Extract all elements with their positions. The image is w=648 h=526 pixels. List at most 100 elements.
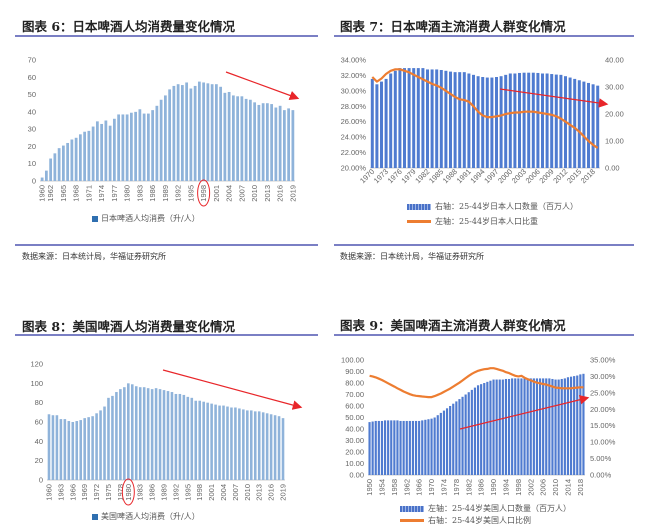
fig6-x-tick-label: 1980 — [123, 185, 132, 202]
fig9-x-tick-label: 2018 — [576, 479, 585, 496]
fig6-bar — [100, 123, 104, 181]
fig7-y2-tick-label: 20.00 — [605, 110, 624, 119]
fig6-bar — [282, 110, 286, 181]
fig7-y-tick-label: 34.00% — [341, 56, 367, 65]
fig8-x-tick-label: 1995 — [183, 484, 192, 501]
fig6-y-tick-label: 60 — [28, 73, 36, 82]
fig8-bar — [87, 417, 90, 480]
fig6-bar — [189, 88, 193, 181]
fig8-bar — [107, 397, 110, 480]
fig9-bar — [380, 420, 384, 475]
fig6-bar — [227, 91, 231, 181]
fig9-bar — [566, 377, 570, 475]
figure-9-legend-bar-label: 左轴：25-44岁美国人口数量（百万人） — [428, 504, 572, 513]
fig8-bar — [281, 418, 285, 480]
fig7-bar — [550, 74, 554, 168]
fig6-bar — [257, 104, 261, 181]
fig7-bar — [531, 72, 535, 168]
fig6-y-tick-label: 40 — [28, 107, 36, 116]
fig6-x-tick-label: 1971 — [84, 185, 93, 202]
figure-9-legend-bar: 左轴：25-44岁美国人口数量（百万人） — [400, 503, 571, 514]
fig8-bar — [206, 402, 209, 480]
fig9-bar — [436, 415, 439, 475]
figure-8-legend-label: 美国啤酒人均消费（升/人） — [101, 512, 200, 521]
fig7-y2-tick-label: 10.00 — [605, 137, 624, 146]
fig9-bar — [538, 378, 542, 475]
fig6-bar — [117, 114, 121, 181]
fig8-bar — [238, 408, 241, 480]
fig7-y-tick-label: 24.00% — [341, 133, 367, 142]
fig6-x-tick-label: 2013 — [263, 185, 272, 202]
legend-bar-swatch-icon — [400, 505, 424, 512]
fig6-y-tick-label: 50 — [28, 90, 36, 99]
fig6-x-tick-label: 1998 — [199, 185, 208, 202]
fig9-bar — [408, 420, 411, 475]
fig9-bar — [495, 379, 498, 475]
fig7-bar — [444, 70, 448, 168]
fig6-bar — [206, 83, 210, 181]
fig9-x-tick-label: 2014 — [563, 479, 572, 496]
fig8-x-tick-label: 2019 — [279, 484, 288, 501]
fig6-x-tick-label: 1962 — [46, 185, 55, 202]
fig6-x-tick-label: 1965 — [59, 185, 68, 202]
fig6-bar — [66, 142, 70, 181]
fig6-bar — [278, 105, 282, 181]
fig8-x-tick-label: 1960 — [44, 484, 53, 501]
fig9-x-tick-label: 2010 — [551, 479, 560, 496]
fig9-x-tick-label: 2006 — [539, 479, 548, 496]
fig7-bar — [458, 72, 462, 168]
figure-7-rule — [334, 35, 634, 37]
fig6-bar — [146, 113, 150, 181]
fig9-bar — [467, 392, 470, 475]
fig6-bar — [95, 121, 99, 181]
fig8-x-tick-label: 2007 — [231, 484, 240, 501]
fig9-bar — [374, 420, 377, 475]
fig9-bar — [402, 420, 405, 475]
fig8-bar — [119, 389, 122, 480]
fig8-x-tick-label: 1969 — [80, 484, 89, 501]
fig8-bar — [198, 400, 202, 480]
figure-7-bottom-rule — [334, 244, 634, 246]
fig7-bar — [490, 77, 494, 168]
fig6-x-tick-label: 1960 — [38, 185, 47, 202]
fig8-bar — [83, 418, 86, 480]
figure-9-title: 图表 9：美国啤酒主流消费人群变化情况 — [340, 318, 566, 333]
fig9-bar — [548, 378, 551, 475]
fig9-bar — [489, 380, 492, 475]
fig8-bar — [115, 392, 118, 480]
fig9-bar — [442, 410, 446, 475]
fig6-bar — [129, 112, 133, 181]
fig6-bar — [40, 177, 44, 181]
fig8-bar — [234, 407, 237, 480]
fig6-bar — [83, 131, 87, 181]
fig9-bar — [501, 379, 504, 475]
fig7-bar — [559, 74, 563, 168]
fig9-bar — [439, 412, 442, 475]
fig7-bar — [467, 73, 471, 168]
fig8-bar — [91, 416, 94, 480]
fig6-bar — [270, 104, 274, 181]
fig7-bar — [591, 84, 595, 168]
fig9-bar — [492, 379, 495, 475]
fig9-x-tick-label: 1958 — [390, 479, 399, 496]
figure-8-rule — [15, 334, 318, 336]
fig6-bar — [61, 145, 65, 181]
fig6-bar — [261, 103, 265, 181]
fig9-bar — [573, 376, 576, 475]
fig8-bar — [269, 414, 273, 480]
fig6-bar — [244, 98, 248, 181]
fig6-bar — [185, 82, 189, 181]
fig8-bar — [182, 394, 186, 480]
fig9-bar — [368, 422, 371, 475]
fig6-bar — [108, 125, 112, 181]
fig6-x-tick-label: 2007 — [237, 185, 246, 202]
fig7-bar — [393, 70, 397, 168]
fig7-bar — [587, 82, 590, 168]
fig9-bar — [433, 417, 436, 475]
fig9-bar — [545, 378, 548, 475]
fig8-bar — [111, 395, 114, 480]
fig7-bar — [370, 78, 374, 168]
fig7-bar — [504, 74, 508, 168]
fig6-y-tick-label: 0 — [32, 177, 36, 186]
